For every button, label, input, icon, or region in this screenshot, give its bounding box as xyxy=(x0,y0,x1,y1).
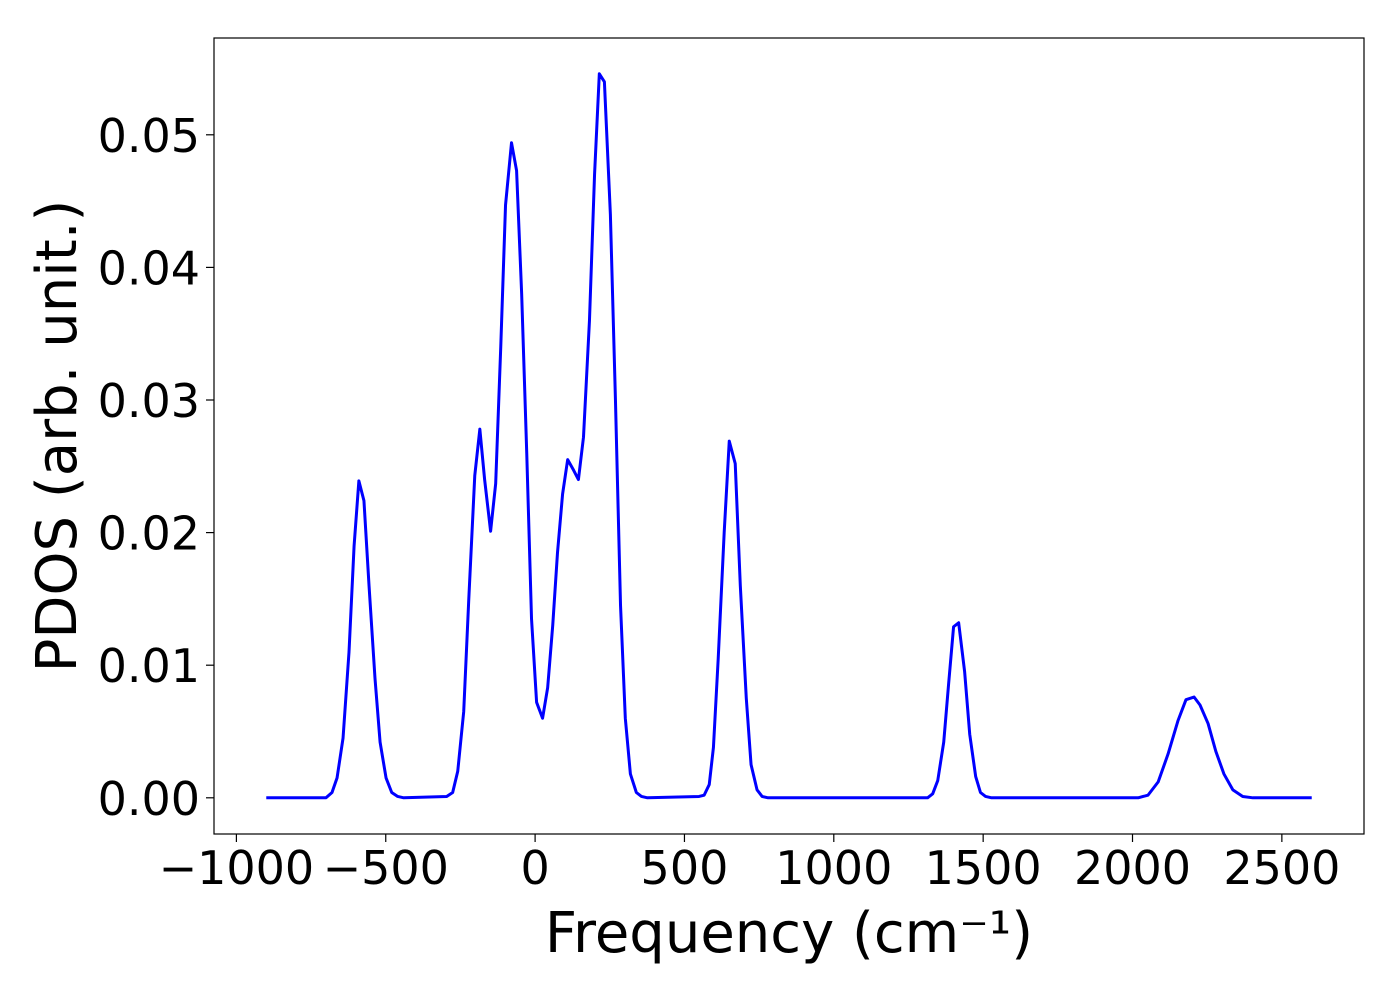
y-tick-label: 0.05 xyxy=(98,109,200,163)
x-tick-label: 0 xyxy=(520,841,549,895)
pdos-line xyxy=(266,72,1312,800)
plot-frame xyxy=(213,37,1365,835)
x-tick-label: 1500 xyxy=(925,841,1042,895)
y-axis-label: PDOS (arb. unit.) xyxy=(25,200,90,673)
y-tick-label: 0.00 xyxy=(98,772,200,826)
x-tick-label: 500 xyxy=(641,841,729,895)
x-tick-label: −500 xyxy=(323,841,449,895)
y-tick-label: 0.02 xyxy=(98,507,200,561)
x-tick-label: 2000 xyxy=(1074,841,1191,895)
y-tick-label: 0.01 xyxy=(98,639,200,693)
x-tick-label: 1000 xyxy=(775,841,892,895)
x-tick-label: −1000 xyxy=(159,841,315,895)
x-axis-label: Frequency (cm⁻¹) xyxy=(545,901,1033,966)
y-tick-label: 0.04 xyxy=(98,241,200,295)
y-tick-label: 0.03 xyxy=(98,374,200,428)
x-tick-label: 2500 xyxy=(1223,841,1340,895)
